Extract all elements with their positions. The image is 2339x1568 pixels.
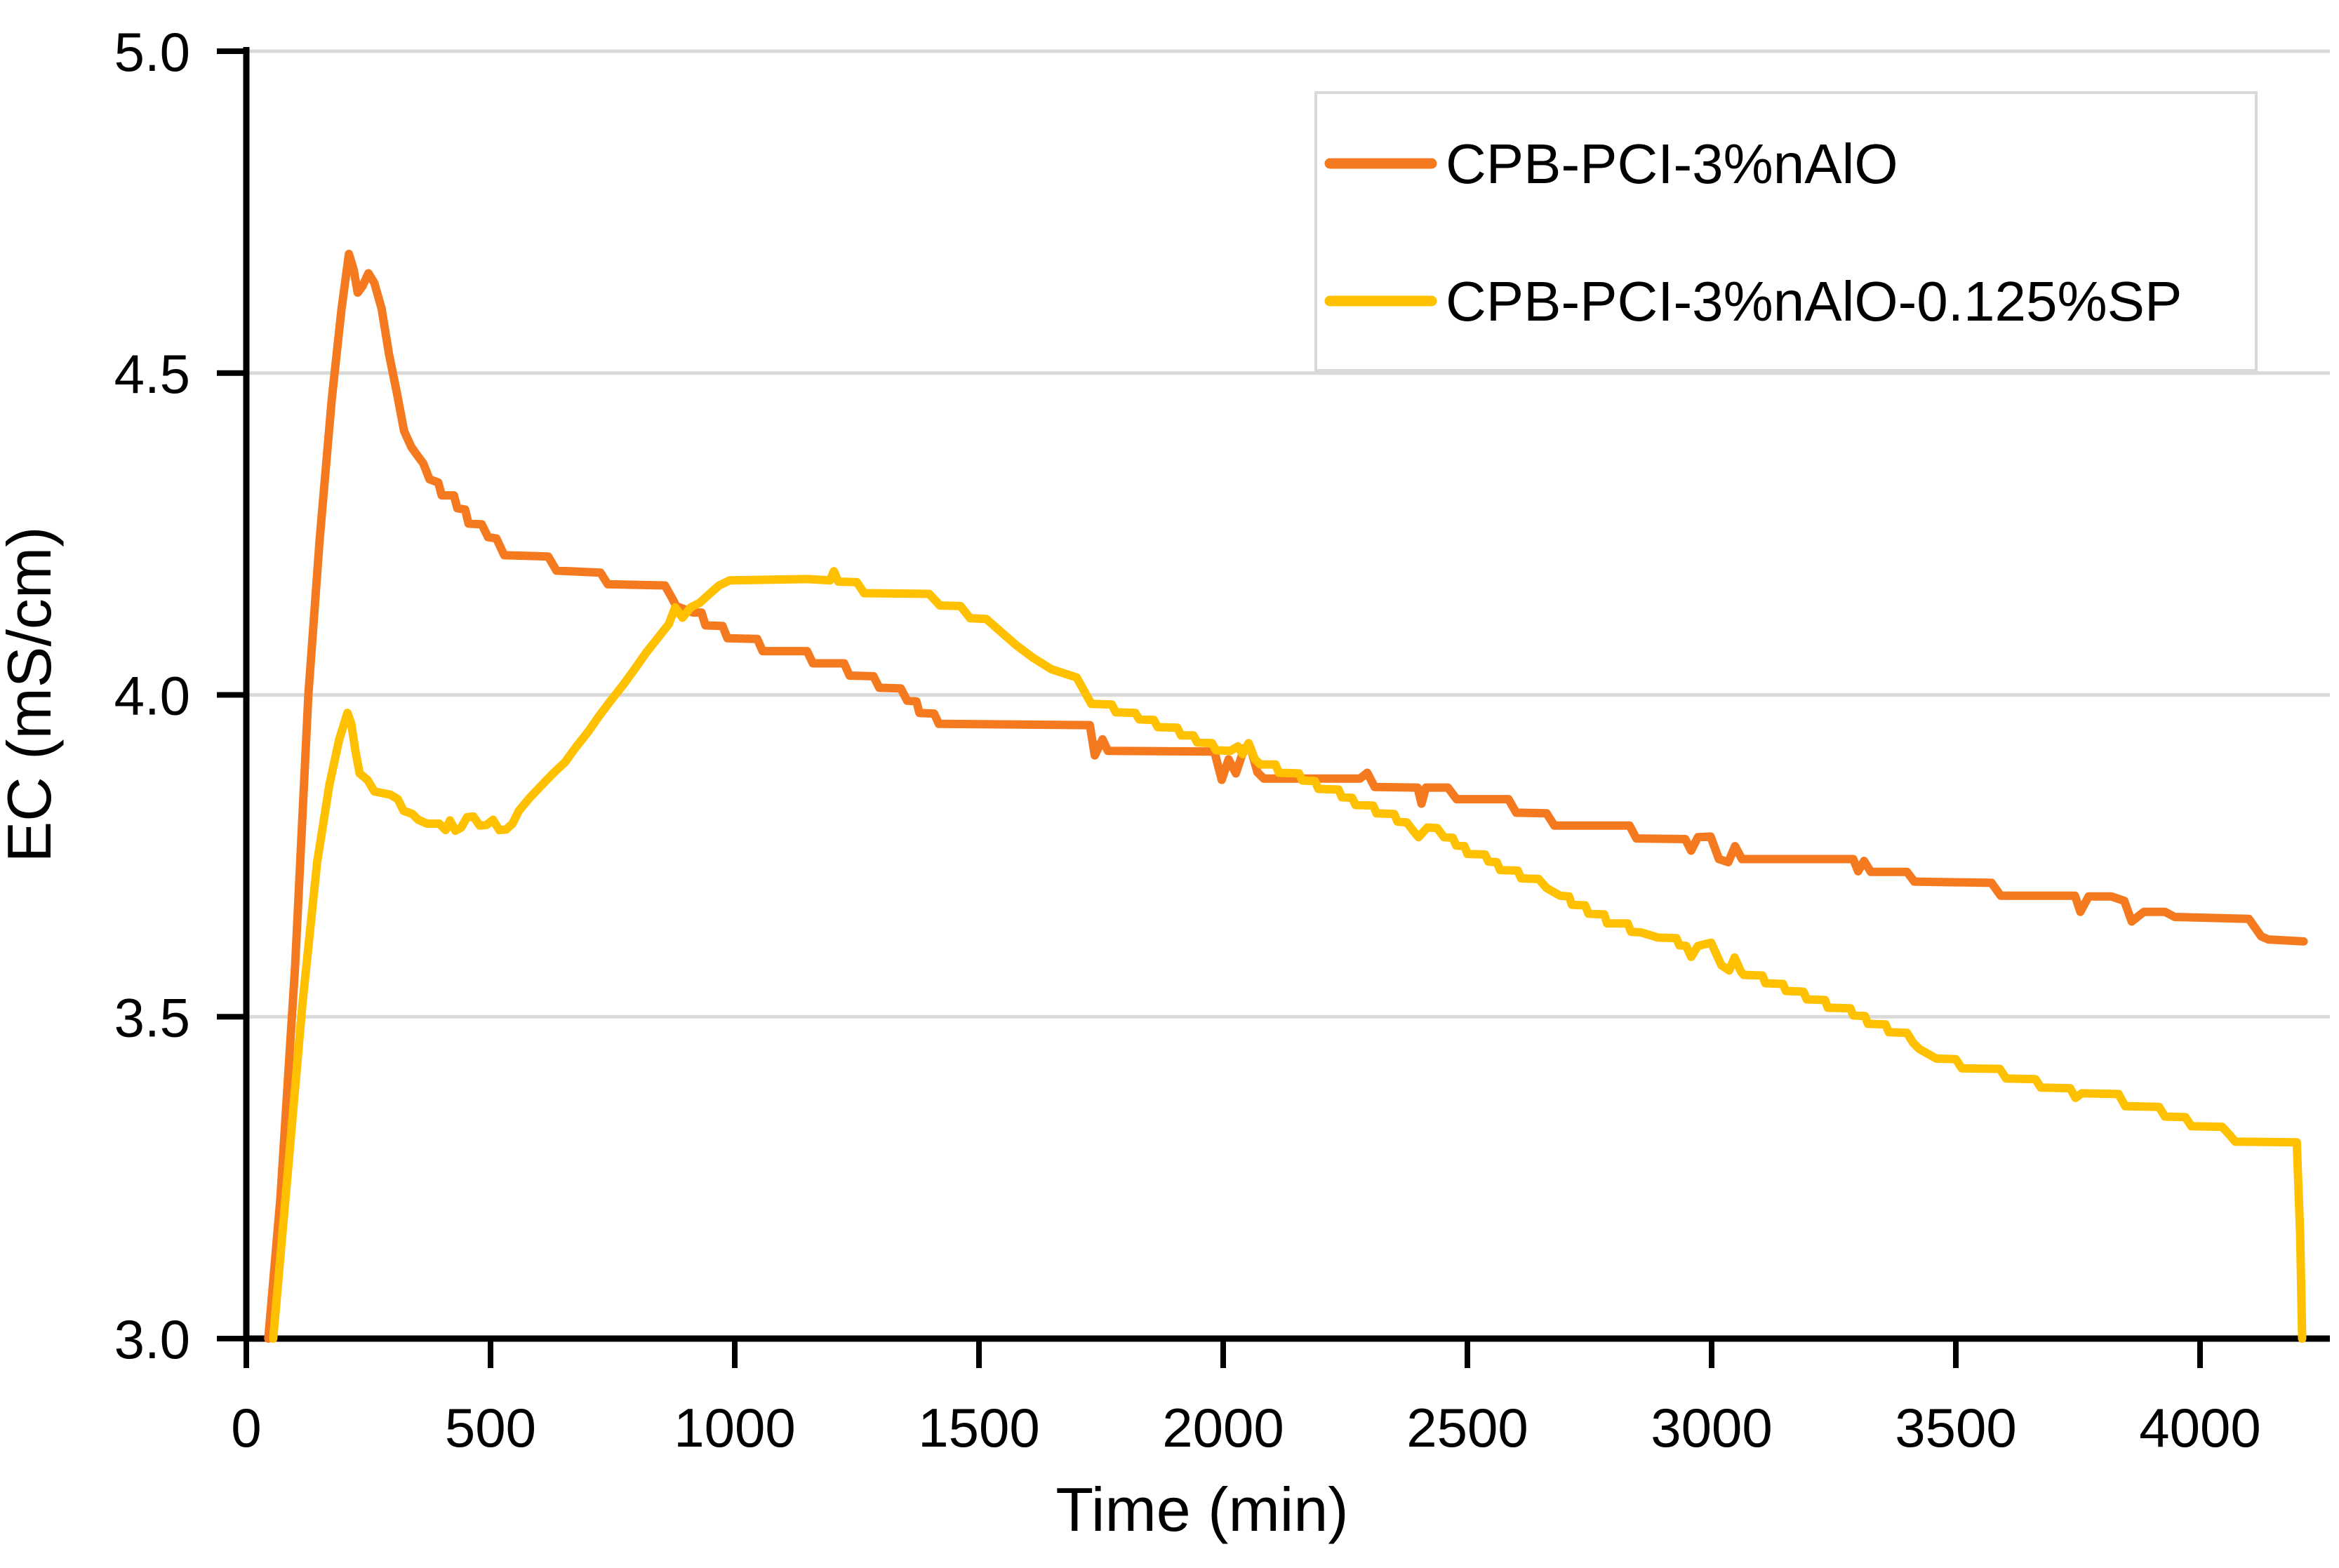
x-tick-label-4000: 4000: [2139, 1397, 2261, 1459]
y-axis-title: EC (mS/cm): [0, 526, 64, 862]
x-tick-label-2500: 2500: [1406, 1397, 1528, 1459]
x-axis-title: Time (min): [1055, 1475, 1348, 1544]
y-tick-label-3.0: 3.0: [114, 1308, 190, 1370]
legend-label-cpb-pci-3nalo-sp: CPB-PCI-3%nAlO-0.125%SP: [1446, 270, 2182, 333]
series-line-cpb-pci-3nalo: [264, 250, 2308, 1343]
x-tick-label-3000: 3000: [1651, 1397, 1773, 1459]
x-axis-tick-labels: 0 500 1000 1500 2000 2500 3000 3500 4000: [231, 1397, 2260, 1459]
y-tick-label-3.5: 3.5: [114, 986, 190, 1048]
x-tick-label-0: 0: [231, 1397, 261, 1459]
y-tick-label-4.5: 4.5: [114, 343, 190, 405]
gridlines-group: [246, 49, 2330, 1019]
legend-box: [1314, 91, 2258, 372]
axes-group: [217, 47, 2330, 1368]
y-tick-label-5.0: 5.0: [114, 21, 190, 83]
x-tick-label-3500: 3500: [1895, 1397, 2017, 1459]
x-tick-label-1000: 1000: [674, 1397, 796, 1459]
legend-label-cpb-pci-3nalo: CPB-PCI-3%nAlO: [1446, 133, 1898, 195]
x-tick-label-500: 500: [445, 1397, 536, 1459]
y-tick-label-4.0: 4.0: [114, 665, 190, 727]
series-line-cpb-pci-3nalo-sp: [269, 567, 2307, 1343]
x-tick-label-2000: 2000: [1162, 1397, 1284, 1459]
series-lines-group: [264, 250, 2308, 1343]
legend: CPB-PCI-3%nAlO CPB-PCI-3%nAlO-0.125%SP: [1314, 91, 2258, 372]
y-axis-tick-labels: 3.0 3.5 4.0 4.5 5.0: [114, 21, 190, 1370]
x-tick-label-1500: 1500: [918, 1397, 1040, 1459]
